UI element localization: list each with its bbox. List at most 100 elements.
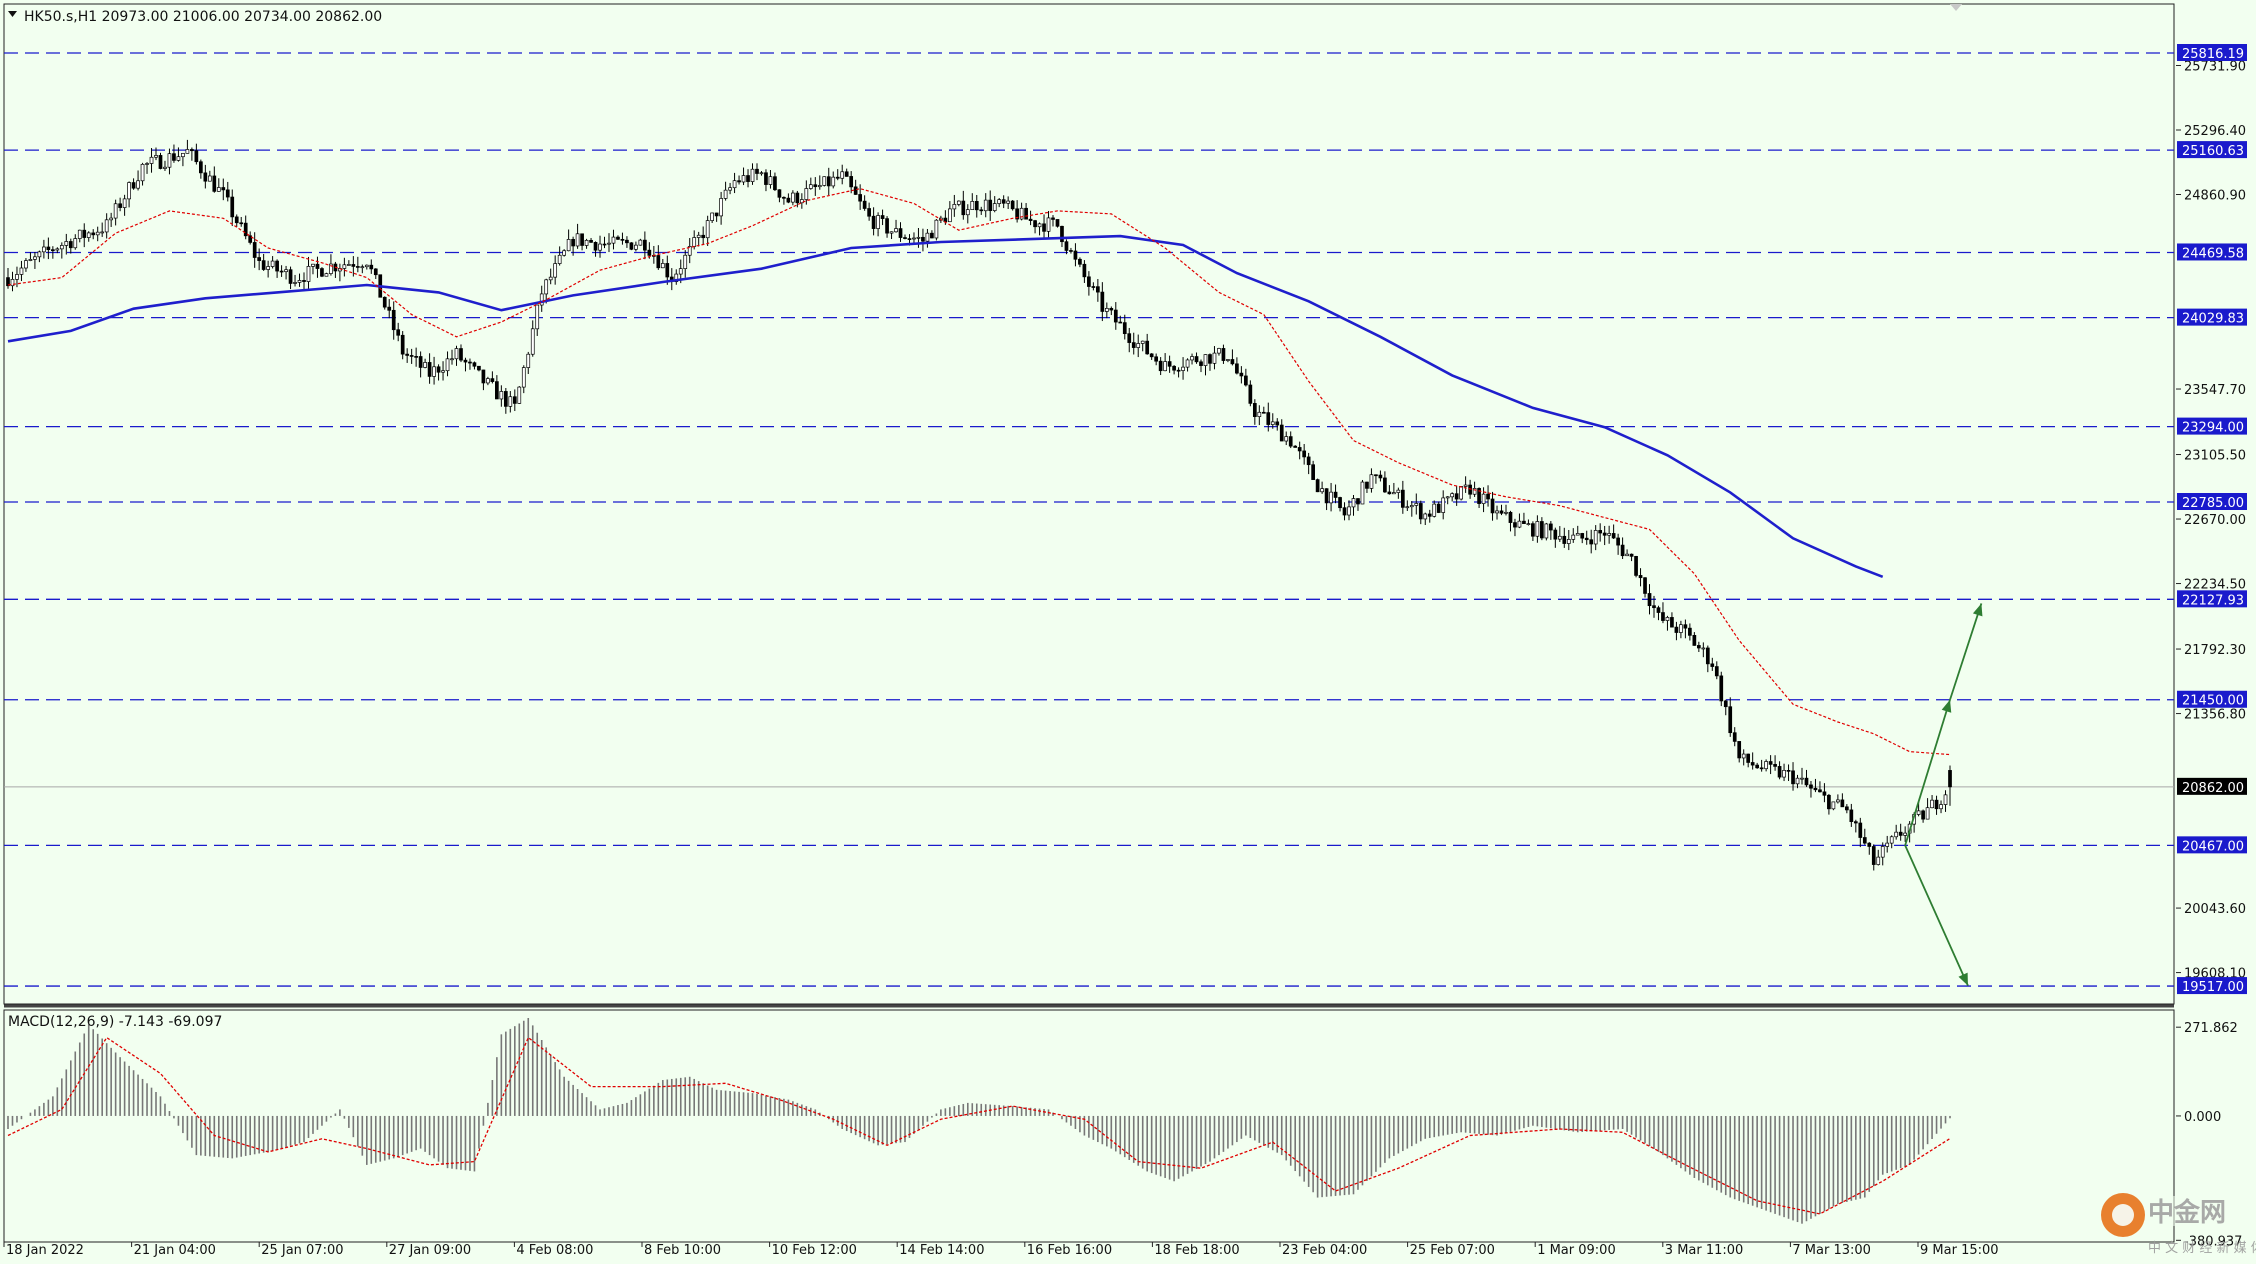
candle-body xyxy=(1661,612,1665,621)
candle-body xyxy=(1495,510,1499,514)
candle-body xyxy=(1235,363,1239,374)
candle-body xyxy=(414,356,418,358)
candle-body xyxy=(1324,488,1329,504)
level-label-box xyxy=(2177,141,2247,159)
candle-body xyxy=(894,228,898,233)
candle-body xyxy=(1374,474,1378,477)
candle-body xyxy=(1190,356,1194,361)
candle-body xyxy=(1244,375,1248,386)
candle-body xyxy=(580,233,584,246)
forecast-arrow-head xyxy=(1958,972,1968,986)
candle-body xyxy=(266,266,270,270)
candle-body xyxy=(1450,493,1455,498)
candle-body xyxy=(571,239,575,247)
candle-body xyxy=(100,231,105,234)
candle-body xyxy=(1459,486,1463,500)
level-label: 25160.63 xyxy=(2182,144,2244,159)
candle-body xyxy=(1100,291,1105,312)
candle-body xyxy=(674,273,679,283)
candle-body xyxy=(732,180,737,189)
candle-body xyxy=(1535,521,1540,537)
time-tick-label: 9 Mar 15:00 xyxy=(1920,1243,1999,1258)
candle-body xyxy=(1024,207,1028,220)
candle-body xyxy=(1320,488,1324,493)
candle-body xyxy=(701,234,706,239)
candle-body xyxy=(1746,753,1751,763)
candle-body xyxy=(1037,223,1042,228)
candle-body xyxy=(880,215,885,219)
candle-body xyxy=(1136,343,1141,348)
candle-body xyxy=(647,249,652,256)
level-label-box xyxy=(2177,836,2247,854)
candle-body xyxy=(1154,356,1159,362)
time-tick-label: 25 Jan 07:00 xyxy=(261,1243,343,1258)
candle-body xyxy=(400,334,405,355)
candle-body xyxy=(1261,411,1266,414)
svg-text:中 文 财 经 新 媒 体: 中 文 财 经 新 媒 体 xyxy=(2148,1240,2256,1256)
candle-body xyxy=(122,198,127,208)
candle-body xyxy=(64,241,69,246)
candle-body xyxy=(930,232,934,239)
candle-body xyxy=(405,353,410,356)
candle-body xyxy=(1338,497,1342,509)
candle-body xyxy=(602,243,607,246)
time-tick-label: 16 Feb 16:00 xyxy=(1027,1243,1112,1258)
scroll-marker-icon[interactable] xyxy=(1950,4,1962,11)
candle-body xyxy=(1436,503,1441,513)
candle-body xyxy=(1750,762,1755,766)
forecast-arrow-up xyxy=(1904,699,1951,846)
candle-body xyxy=(1230,359,1235,365)
candle-body xyxy=(1104,308,1109,312)
candle-body xyxy=(1019,207,1024,220)
level-label: 20467.00 xyxy=(2182,839,2244,854)
candle-body xyxy=(616,236,620,240)
candle-body xyxy=(279,270,284,273)
candle-body xyxy=(1759,767,1764,770)
candle-body xyxy=(530,328,535,355)
candle-body xyxy=(1176,369,1181,372)
candle-body xyxy=(983,199,988,212)
candle-body xyxy=(1409,505,1414,508)
level-label-box xyxy=(2177,243,2247,261)
candle-body xyxy=(746,175,750,182)
candle-body xyxy=(1764,761,1768,770)
candle-body xyxy=(584,239,589,246)
candle-body xyxy=(1553,529,1558,540)
candle-body xyxy=(131,182,136,189)
candle-body xyxy=(1705,647,1710,665)
symbol-header: HK50.s,H1 20973.00 21006.00 20734.00 208… xyxy=(24,9,382,25)
candle-body xyxy=(1714,666,1719,677)
candle-body xyxy=(660,263,665,269)
candle-body xyxy=(1383,477,1387,493)
candle-body xyxy=(1140,340,1145,344)
candle-body xyxy=(1028,218,1033,221)
candle-body xyxy=(952,204,957,210)
collapse-triangle-icon[interactable] xyxy=(8,11,17,17)
candle-body xyxy=(342,264,347,269)
candle-body xyxy=(176,156,181,161)
macd-tick-label: 271.862 xyxy=(2184,1021,2238,1036)
candle-body xyxy=(795,192,800,204)
candle-body xyxy=(454,348,459,360)
time-tick-label: 21 Jan 04:00 xyxy=(134,1243,216,1258)
candle-body xyxy=(329,263,333,274)
candle-body xyxy=(1405,506,1410,509)
candle-body xyxy=(1042,223,1046,232)
candle-body xyxy=(324,273,329,277)
candle-body xyxy=(1692,635,1697,646)
candle-body xyxy=(1611,533,1616,539)
candle-body xyxy=(638,239,643,246)
candle-body xyxy=(840,171,845,179)
candle-body xyxy=(1670,617,1674,628)
candle-body xyxy=(974,201,979,211)
candle-body xyxy=(382,296,387,308)
time-tick-label: 3 Mar 11:00 xyxy=(1665,1243,1744,1258)
candle-body xyxy=(961,200,966,216)
candle-body xyxy=(1916,810,1921,815)
candle-body xyxy=(782,196,786,199)
candle-body xyxy=(1149,353,1154,358)
price-tick-label: 23105.50 xyxy=(2184,449,2246,464)
candle-body xyxy=(15,274,19,280)
price-tick-label: 22234.50 xyxy=(2184,578,2246,593)
